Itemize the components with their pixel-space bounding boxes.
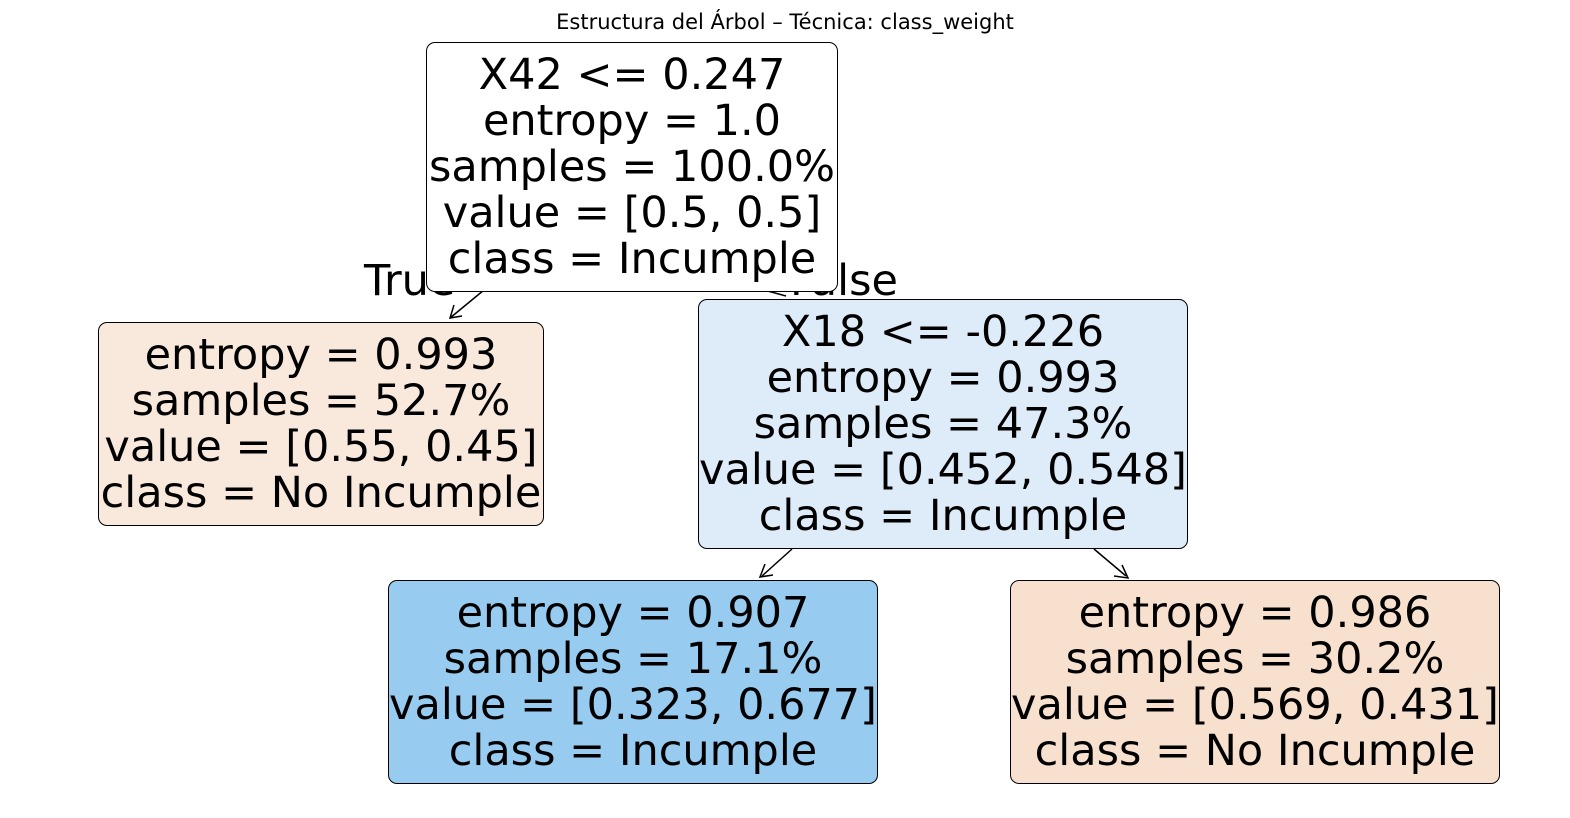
root-node: X42 <= 0.247 entropy = 1.0 samples = 100… xyxy=(426,42,838,292)
node-class: class = Incumple xyxy=(758,491,1128,541)
node-value: value = [0.452, 0.548] xyxy=(699,445,1187,495)
node-entropy: entropy = 1.0 xyxy=(482,96,782,146)
arrowhead-root-left xyxy=(448,304,463,319)
node-class: class = Incumple xyxy=(447,234,817,284)
arrowhead-split-leaf-incumple xyxy=(758,563,774,578)
node-class: class = No Incumple xyxy=(1034,726,1476,776)
edge-split-leaf-incumple xyxy=(761,548,793,577)
node-class: class = No Incumple xyxy=(100,468,542,518)
diagram-title: Estructura del Árbol – Técnica: class_we… xyxy=(556,10,1014,34)
node-split: X18 <= -0.226 xyxy=(781,307,1105,357)
left-leaf-node: entropy = 0.993 samples = 52.7% value = … xyxy=(98,322,544,526)
node-value: value = [0.323, 0.677] xyxy=(389,680,877,730)
node-value: value = [0.5, 0.5] xyxy=(442,188,822,238)
edge-root-left xyxy=(449,289,485,319)
node-value: value = [0.569, 0.431] xyxy=(1011,680,1499,730)
arrowhead-split-leaf-no-incumple xyxy=(1113,564,1130,579)
node-entropy: entropy = 0.986 xyxy=(1078,588,1432,638)
edge-split-leaf-no-incumple xyxy=(1093,548,1127,577)
node-class: class = Incumple xyxy=(448,726,818,776)
node-samples: samples = 30.2% xyxy=(1065,634,1445,684)
node-split: X42 <= 0.247 xyxy=(478,50,786,100)
node-entropy: entropy = 0.907 xyxy=(456,588,810,638)
leaf-no-incumple-node: entropy = 0.986 samples = 30.2% value = … xyxy=(1010,580,1500,784)
right-split-node: X18 <= -0.226 entropy = 0.993 samples = … xyxy=(698,299,1188,549)
node-samples: samples = 52.7% xyxy=(131,376,511,426)
node-samples: samples = 17.1% xyxy=(443,634,823,684)
node-entropy: entropy = 0.993 xyxy=(144,330,498,380)
node-samples: samples = 47.3% xyxy=(753,399,1133,449)
leaf-incumple-node: entropy = 0.907 samples = 17.1% value = … xyxy=(388,580,878,784)
node-value: value = [0.55, 0.45] xyxy=(104,422,538,472)
node-samples: samples = 100.0% xyxy=(428,142,836,192)
node-entropy: entropy = 0.993 xyxy=(766,353,1120,403)
